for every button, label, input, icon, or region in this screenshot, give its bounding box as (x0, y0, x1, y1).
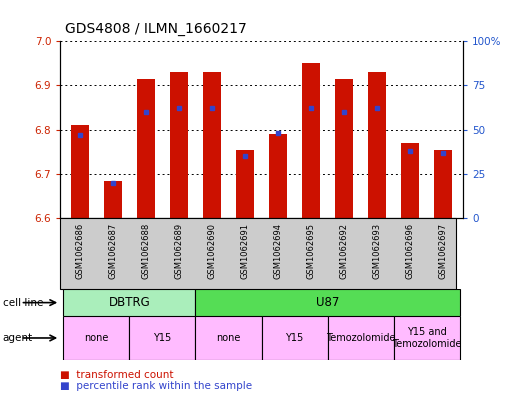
Bar (262, 316, 327, 360)
Bar (130, 316, 196, 360)
Bar (302, 63, 320, 218)
Bar (71, 125, 89, 218)
Bar (335, 79, 353, 218)
Text: GSM1062690: GSM1062690 (208, 223, 217, 279)
Text: GSM1062689: GSM1062689 (175, 223, 184, 279)
Text: GSM1062692: GSM1062692 (339, 223, 348, 279)
Text: ■  transformed count: ■ transformed count (60, 370, 174, 380)
Text: none: none (84, 333, 109, 343)
Bar (170, 72, 188, 218)
Bar (63, 289, 196, 316)
Text: cell line: cell line (3, 298, 43, 308)
Bar (434, 150, 452, 218)
Text: Y15: Y15 (286, 333, 304, 343)
Text: GSM1062694: GSM1062694 (274, 223, 282, 279)
Text: DBTRG: DBTRG (109, 296, 150, 309)
Text: GSM1062697: GSM1062697 (439, 223, 448, 279)
Text: GSM1062696: GSM1062696 (405, 223, 415, 279)
Bar (63, 316, 130, 360)
Bar (196, 289, 460, 316)
Text: GSM1062688: GSM1062688 (141, 223, 151, 279)
Text: Y15 and
Temozolomide: Y15 and Temozolomide (392, 327, 461, 349)
Bar (236, 150, 254, 218)
Text: Y15: Y15 (153, 333, 172, 343)
Bar (327, 316, 393, 360)
Bar (401, 143, 419, 218)
Text: GSM1062691: GSM1062691 (241, 223, 249, 279)
Text: ■  percentile rank within the sample: ■ percentile rank within the sample (60, 381, 252, 391)
Text: GDS4808 / ILMN_1660217: GDS4808 / ILMN_1660217 (65, 22, 247, 36)
Bar (203, 72, 221, 218)
Text: GSM1062687: GSM1062687 (108, 223, 118, 279)
Bar (104, 180, 122, 218)
Text: U87: U87 (316, 296, 339, 309)
Text: agent: agent (3, 333, 33, 343)
Bar (137, 79, 155, 218)
Bar (368, 72, 386, 218)
Bar (393, 316, 460, 360)
Text: none: none (217, 333, 241, 343)
Text: GSM1062693: GSM1062693 (372, 223, 382, 279)
Text: GSM1062695: GSM1062695 (306, 223, 315, 279)
Text: Temozolomide: Temozolomide (326, 333, 395, 343)
Bar (196, 316, 262, 360)
Bar (269, 134, 287, 218)
Text: GSM1062686: GSM1062686 (75, 223, 84, 279)
